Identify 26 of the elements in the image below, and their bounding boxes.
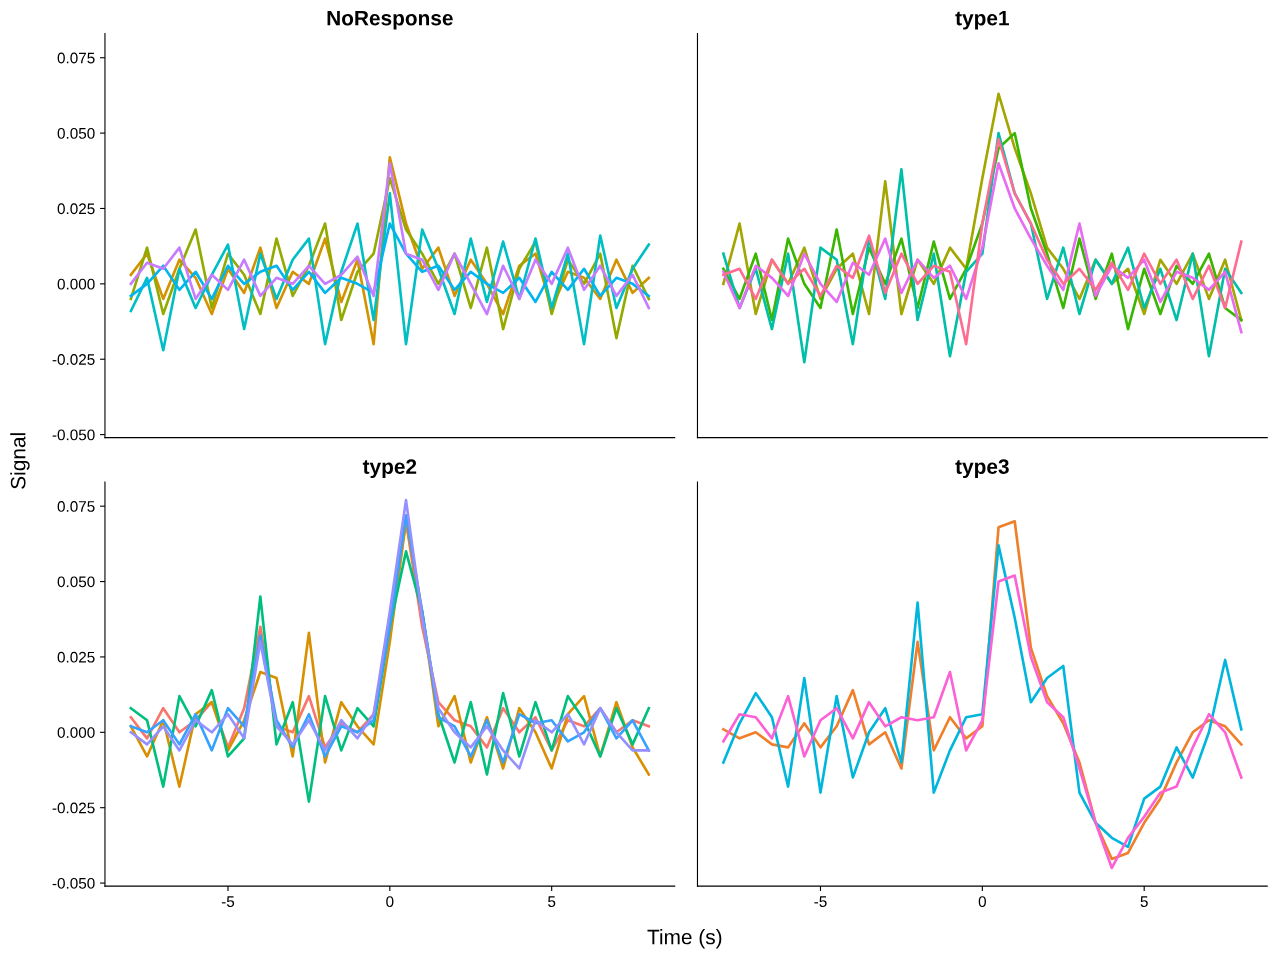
chart-title: type2	[362, 459, 417, 479]
x-tick-label: 0	[978, 896, 986, 908]
y-tick-label: 0.075	[57, 501, 95, 512]
x-tick-label: -5	[814, 896, 827, 908]
chart-title: NoResponse	[327, 10, 453, 30]
y-tick-label: 0.075	[57, 52, 95, 64]
y-tick-label: 0.000	[57, 278, 95, 290]
x-axis-title: Time (s)	[647, 929, 722, 949]
y-tick-label: -0.025	[52, 354, 95, 365]
y-tick-label: -0.025	[52, 802, 95, 814]
y-tick-label: -0.050	[52, 877, 95, 889]
y-tick-label: -0.050	[52, 429, 95, 441]
line-series	[129, 161, 651, 316]
x-tick-label: 0	[386, 896, 394, 908]
y-tick-label: 0.025	[57, 203, 95, 215]
y-tick-label: 0.025	[57, 651, 95, 663]
y-tick-label: 0.050	[57, 127, 95, 139]
line-series	[129, 192, 651, 352]
chart-title: type1	[955, 10, 1009, 30]
x-tick-label: 5	[1140, 896, 1148, 908]
x-tick-label: 5	[548, 896, 556, 908]
x-tick-label: -5	[221, 896, 235, 908]
chart-title: type3	[955, 459, 1009, 479]
y-axis-title: Signal	[10, 433, 30, 489]
y-tick-label: 0.000	[57, 727, 95, 738]
y-tick-label: 0.050	[57, 576, 95, 588]
